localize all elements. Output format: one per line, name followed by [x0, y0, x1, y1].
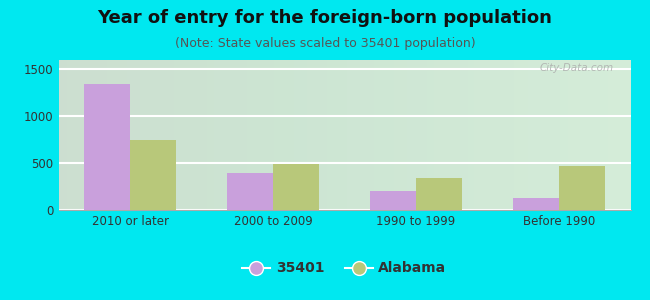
- Text: Year of entry for the foreign-born population: Year of entry for the foreign-born popul…: [98, 9, 552, 27]
- Text: City-Data.com: City-Data.com: [540, 63, 614, 73]
- Text: (Note: State values scaled to 35401 population): (Note: State values scaled to 35401 popu…: [175, 38, 475, 50]
- Legend: 35401, Alabama: 35401, Alabama: [237, 256, 452, 281]
- Bar: [273, 164, 318, 210]
- Bar: [84, 84, 130, 210]
- Bar: [559, 166, 604, 210]
- Bar: [130, 140, 176, 210]
- Bar: [227, 172, 273, 210]
- Bar: [370, 191, 416, 210]
- Bar: [416, 178, 462, 210]
- Bar: [514, 198, 559, 210]
